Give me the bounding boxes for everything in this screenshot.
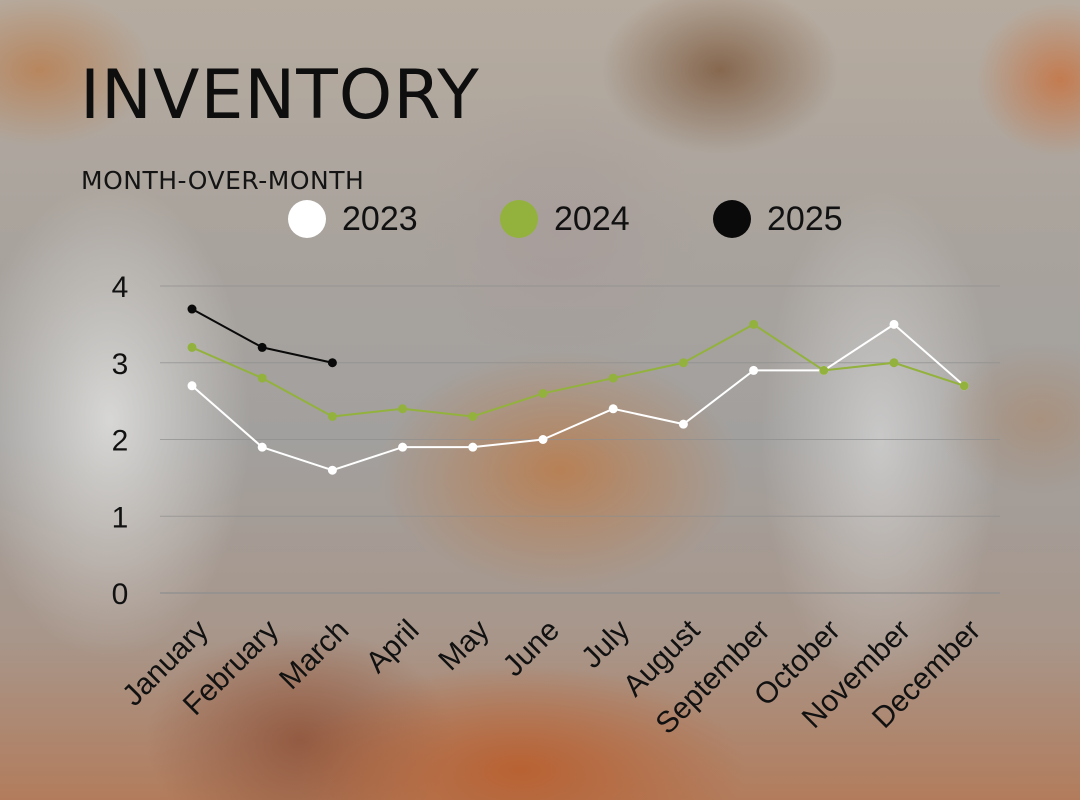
data-point-2023 bbox=[187, 381, 197, 391]
data-point-2023 bbox=[889, 319, 899, 329]
legend-swatch-2024 bbox=[500, 200, 538, 238]
data-point-2024 bbox=[398, 404, 408, 414]
series-line-2024 bbox=[191, 323, 965, 418]
data-point-2024 bbox=[327, 411, 337, 421]
data-point-2023 bbox=[749, 365, 759, 375]
chart-title: INVENTORY bbox=[80, 56, 480, 135]
data-point-2024 bbox=[538, 388, 548, 398]
legend-swatch-2023 bbox=[288, 200, 326, 238]
x-tick-label: May bbox=[432, 614, 495, 677]
series-line-2023 bbox=[191, 323, 965, 472]
series-line-2025 bbox=[191, 308, 333, 364]
data-point-2025 bbox=[257, 342, 267, 352]
data-point-2023 bbox=[538, 435, 548, 444]
x-tick-label: July bbox=[575, 614, 636, 675]
data-point-2024 bbox=[468, 411, 478, 421]
legend-label-2025: 2025 bbox=[767, 200, 843, 238]
y-tick-label: 2 bbox=[112, 425, 129, 458]
data-point-2024 bbox=[819, 365, 829, 375]
data-point-2023 bbox=[608, 404, 618, 414]
y-tick-label: 0 bbox=[112, 578, 129, 611]
data-point-2024 bbox=[608, 373, 618, 383]
data-point-2024 bbox=[187, 342, 197, 352]
x-tick-label: June bbox=[497, 614, 566, 683]
series-lines bbox=[187, 304, 969, 475]
data-point-2024 bbox=[889, 358, 899, 368]
data-point-2024 bbox=[749, 319, 759, 329]
data-point-2024 bbox=[959, 381, 969, 391]
data-point-2024 bbox=[678, 358, 688, 368]
legend-label-2023: 2023 bbox=[342, 200, 418, 238]
data-point-2025 bbox=[327, 358, 337, 368]
data-point-2023 bbox=[327, 465, 337, 475]
data-point-2023 bbox=[468, 442, 478, 452]
y-tick-label: 3 bbox=[112, 348, 129, 381]
y-axis-ticks: 0 1 2 3 4 bbox=[112, 271, 129, 611]
legend-swatch-2025 bbox=[713, 200, 751, 238]
legend-label-2024: 2024 bbox=[554, 200, 630, 238]
y-tick-label: 4 bbox=[112, 271, 129, 304]
data-point-2025 bbox=[187, 304, 197, 314]
data-point-2023 bbox=[398, 442, 408, 452]
x-tick-label: April bbox=[360, 614, 426, 680]
y-tick-label: 1 bbox=[112, 501, 129, 534]
chart-subtitle: MONTH-OVER-MONTH bbox=[81, 166, 365, 195]
gridlines bbox=[160, 285, 1000, 594]
data-point-2024 bbox=[257, 373, 267, 383]
data-point-2023 bbox=[257, 442, 267, 452]
data-point-2023 bbox=[678, 419, 688, 429]
x-tick-label: March bbox=[273, 614, 355, 696]
